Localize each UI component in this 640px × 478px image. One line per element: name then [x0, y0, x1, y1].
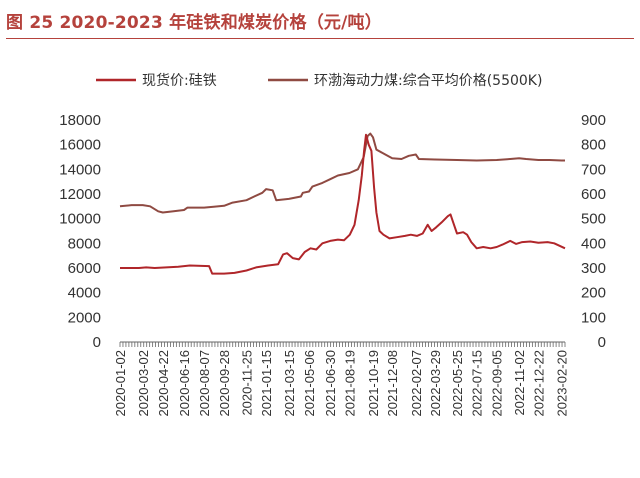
y-right-tick-label: 700 — [581, 161, 606, 178]
x-tick-label: 2021-10-19 — [366, 350, 381, 417]
y-left-tick-label: 14000 — [59, 161, 101, 178]
x-tick-label: 2023-02-20 — [555, 350, 570, 417]
x-tick-label: 2021-08-19 — [342, 350, 357, 417]
y-left-tick-label: 6000 — [68, 260, 101, 277]
chart-title: 图 25 2020-2023 年硅铁和煤炭价格（元/吨） — [6, 13, 382, 33]
x-tick-label: 2021-12-08 — [385, 350, 400, 417]
series-line-coal — [119, 132, 565, 214]
x-tick-label: 2022-02-07 — [409, 350, 424, 417]
y-left-tick-label: 8000 — [68, 235, 101, 252]
x-tick-label: 2022-03-29 — [428, 350, 443, 417]
x-tick-label: 2020-11-25 — [240, 350, 255, 416]
y-right-tick-label: 600 — [581, 186, 606, 203]
title-divider — [6, 38, 634, 39]
x-tick-label: 2022-09-05 — [490, 350, 505, 417]
x-tick-label: 2021-05-06 — [302, 350, 317, 417]
x-tick-label: 2020-09-28 — [217, 350, 232, 417]
y-right-tick-label: 0 — [598, 334, 606, 351]
y-right-tick-label: 800 — [581, 137, 606, 154]
x-tick-label: 2020-04-22 — [156, 350, 171, 417]
y-left-tick-label: 2000 — [68, 309, 101, 326]
x-tick-label: 2021-06-30 — [323, 350, 338, 417]
x-tick-label: 2022-07-15 — [470, 350, 485, 417]
x-tick-label: 2020-01-02 — [113, 350, 128, 417]
x-tick-label: 2020-08-07 — [197, 350, 212, 417]
y-right-tick-label: 400 — [581, 235, 606, 252]
y-right-tick-label: 900 — [581, 112, 606, 129]
series-line-spot-ferrosilicon — [120, 133, 566, 275]
x-tick-label: 2022-05-25 — [450, 350, 465, 417]
legend: 现货价:硅铁 环渤海动力煤:综合平均价格(5500K) — [96, 72, 542, 89]
x-tick-label: 2020-03-02 — [136, 350, 151, 417]
legend-label-coal: 环渤海动力煤:综合平均价格(5500K) — [314, 73, 542, 89]
y-left-tick-label: 12000 — [59, 186, 101, 203]
x-tick-label: 2020-06-16 — [177, 350, 192, 417]
y-left-tick-label: 10000 — [59, 211, 101, 228]
y-right-tick-label: 100 — [581, 309, 606, 326]
legend-label-spot: 现货价:硅铁 — [142, 72, 217, 89]
y-left-tick-label: 16000 — [59, 137, 101, 154]
y-left-tick-label: 18000 — [59, 112, 101, 129]
y-right-tick-label: 200 — [581, 285, 606, 302]
y-left-tick-label: 4000 — [68, 285, 101, 302]
y-right-tick-label: 300 — [581, 260, 606, 277]
x-tick-label: 2022-11-02 — [512, 350, 527, 416]
x-tick-label: 2021-01-15 — [259, 350, 274, 417]
y-left-tick-label: 0 — [93, 334, 101, 351]
series-layer — [119, 132, 566, 275]
x-tick-label: 2021-03-15 — [282, 350, 297, 417]
axes: 2020-01-02 2020-03-02 2020-04-22 2020-06-16… — [59, 112, 606, 417]
y-right-tick-label: 500 — [581, 211, 606, 228]
x-tick-label: 2022-12-22 — [531, 350, 546, 417]
